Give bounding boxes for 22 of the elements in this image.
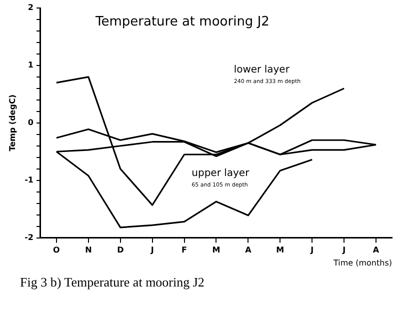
- x-tick-label: J: [150, 246, 154, 255]
- x-tick-label: M: [212, 246, 220, 255]
- x-axis-title: Time (months): [332, 258, 392, 268]
- x-tick-label: A: [245, 246, 252, 255]
- y-tick-label: 1: [28, 60, 34, 70]
- x-tick-label: A: [372, 246, 380, 255]
- y-axis-title: Temp (degC): [8, 94, 17, 152]
- annotation: lower layer: [234, 64, 290, 76]
- y-tick-label: -1: [24, 175, 34, 184]
- x-tick-label: D: [117, 246, 124, 255]
- caption: Fig 3 b) Temperature at mooring J2: [20, 274, 204, 290]
- x-tick-label: F: [182, 246, 188, 255]
- x-tick-label: N: [85, 246, 92, 255]
- annotation: upper layer: [192, 168, 250, 180]
- x-tick-label: J: [342, 246, 346, 255]
- x-tick-label: O: [53, 246, 60, 255]
- y-tick-label: -2: [24, 232, 34, 242]
- y-tick-label: 0: [28, 118, 34, 127]
- y-tick-label: 2: [28, 3, 34, 12]
- x-tick-label: J: [310, 246, 314, 255]
- text: Temperature at mooring J2: [94, 14, 270, 30]
- x-tick-label: M: [276, 246, 284, 255]
